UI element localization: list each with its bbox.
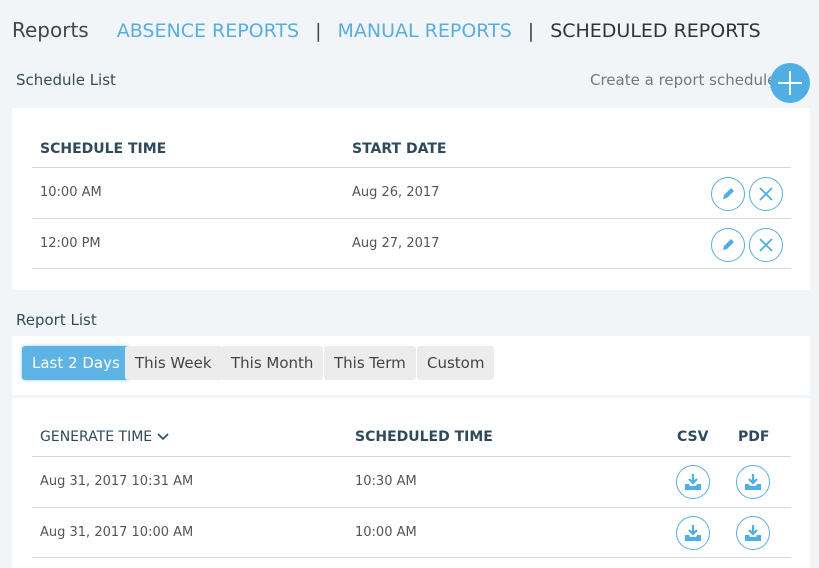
chevron-down-icon xyxy=(157,433,169,441)
generate-time: Aug 31, 2017 10:00 AM xyxy=(40,525,194,540)
tab-manual-reports[interactable]: MANUAL REPORTS xyxy=(337,20,512,42)
close-icon xyxy=(759,238,773,252)
generate-time: Aug 31, 2017 10:31 AM xyxy=(40,474,194,489)
header-pdf: PDF xyxy=(738,429,770,445)
download-icon xyxy=(745,474,761,490)
filter-this-term[interactable]: This Term xyxy=(324,346,416,380)
table-row: Aug 31, 2017 10:31 AM 10:30 AM xyxy=(32,456,791,507)
filter-bar: Last 2 Days This Week This Month This Te… xyxy=(12,336,810,395)
table-row: 10:00 AM Aug 26, 2017 xyxy=(32,167,791,218)
header-start-date: START DATE xyxy=(352,141,447,157)
header-generate-time[interactable]: GENERATE TIME xyxy=(40,429,169,445)
download-icon xyxy=(685,525,701,541)
schedule-time: 10:00 AM xyxy=(40,185,102,200)
filter-this-month[interactable]: This Month xyxy=(221,346,324,380)
download-csv-button[interactable] xyxy=(676,465,710,499)
delete-button[interactable] xyxy=(749,228,783,262)
page-title: Reports xyxy=(12,18,89,42)
filter-this-week[interactable]: This Week xyxy=(125,346,222,380)
download-icon xyxy=(685,474,701,490)
separator: | xyxy=(527,20,535,42)
delete-button[interactable] xyxy=(749,177,783,211)
download-pdf-button[interactable] xyxy=(736,465,770,499)
start-date: Aug 26, 2017 xyxy=(352,185,440,200)
schedule-list-panel: SCHEDULE TIME START DATE 10:00 AM Aug 26… xyxy=(12,108,810,290)
download-icon xyxy=(745,525,761,541)
download-csv-button[interactable] xyxy=(676,516,710,550)
filter-last-2-days[interactable]: Last 2 Days xyxy=(22,346,130,380)
create-schedule-label[interactable]: Create a report schedule xyxy=(590,71,777,89)
header-csv: CSV xyxy=(677,429,709,445)
table-row: Aug 31, 2017 10:00 AM 10:00 AM xyxy=(32,507,791,558)
tab-scheduled-reports[interactable]: SCHEDULED REPORTS xyxy=(550,20,761,42)
download-pdf-button[interactable] xyxy=(736,516,770,550)
report-list-panel: GENERATE TIME SCHEDULED TIME CSV PDF Aug… xyxy=(12,398,810,568)
edit-button[interactable] xyxy=(711,177,745,211)
close-icon xyxy=(759,187,773,201)
tab-absence-reports[interactable]: ABSENCE REPORTS xyxy=(116,20,300,42)
scheduled-time: 10:00 AM xyxy=(355,525,417,540)
schedule-list-title: Schedule List xyxy=(16,71,116,89)
table-row: 12:00 PM Aug 27, 2017 xyxy=(32,218,791,269)
filter-custom[interactable]: Custom xyxy=(417,346,495,380)
scheduled-time: 10:30 AM xyxy=(355,474,417,489)
report-list-title: Report List xyxy=(16,311,97,329)
edit-button[interactable] xyxy=(711,228,745,262)
header-scheduled-time: SCHEDULED TIME xyxy=(355,429,493,445)
pencil-icon xyxy=(723,188,734,199)
add-schedule-button[interactable] xyxy=(770,63,810,103)
top-nav: Reports ABSENCE REPORTS | MANUAL REPORTS… xyxy=(12,18,761,42)
header-label: GENERATE TIME xyxy=(40,429,153,445)
schedule-time: 12:00 PM xyxy=(40,236,101,251)
start-date: Aug 27, 2017 xyxy=(352,236,440,251)
pencil-icon xyxy=(723,239,734,250)
separator: | xyxy=(315,20,322,42)
header-schedule-time: SCHEDULE TIME xyxy=(40,141,167,157)
